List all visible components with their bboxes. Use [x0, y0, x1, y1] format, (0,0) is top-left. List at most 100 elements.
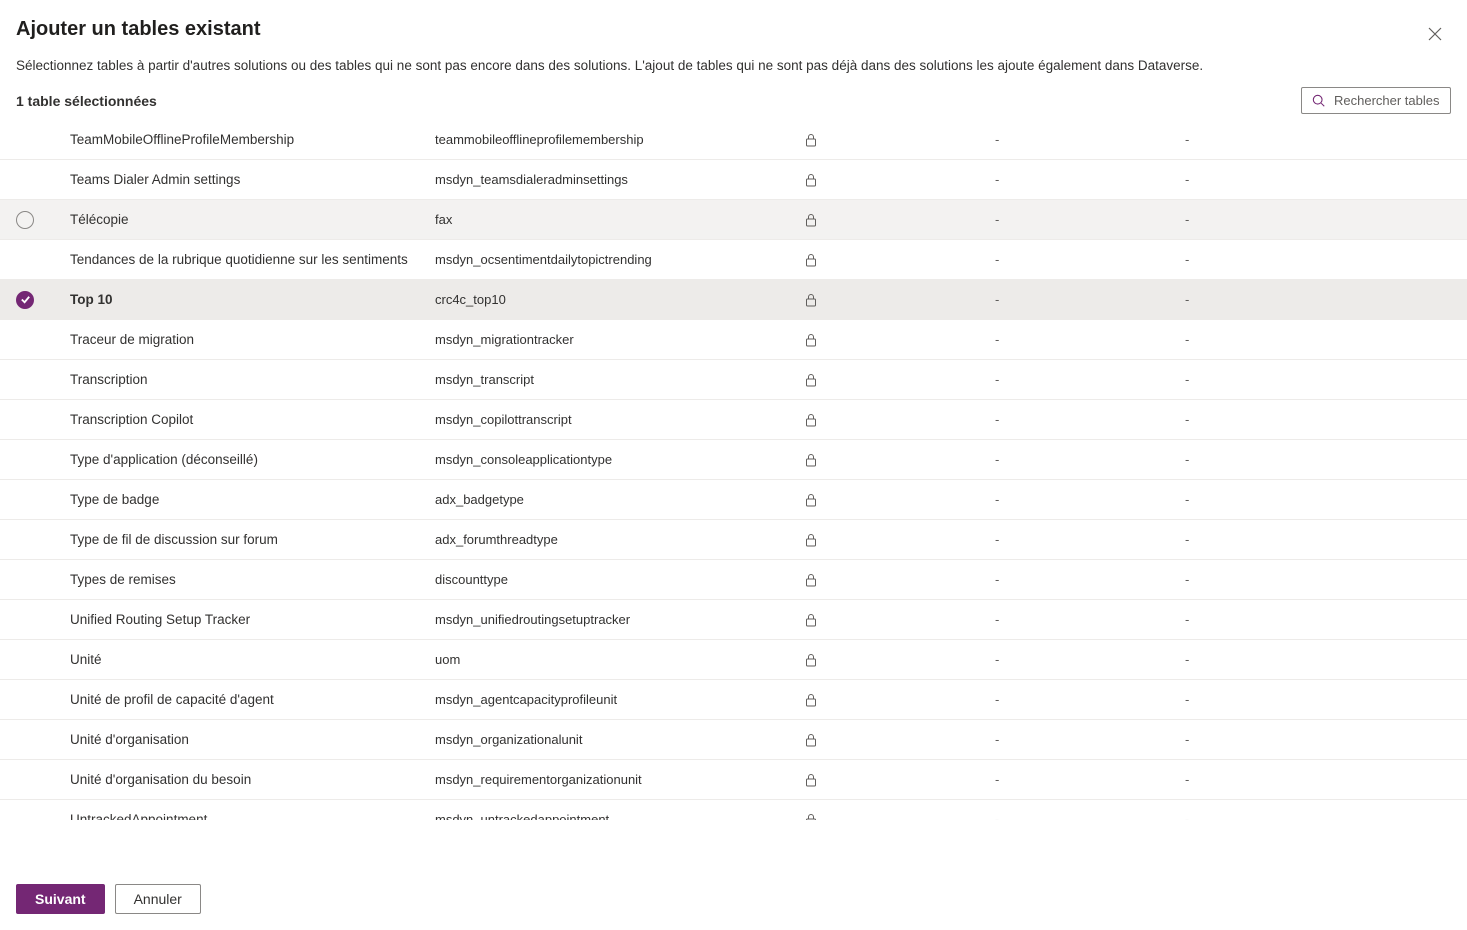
row-checkbox[interactable]: [16, 291, 70, 309]
row-col1: -: [995, 692, 1185, 707]
lock-icon: [805, 213, 995, 227]
row-name: Unité d'organisation du besoin: [70, 772, 435, 787]
row-schema: teammobileofflineprofilemembership: [435, 132, 805, 147]
table-row[interactable]: Unitéuom--: [0, 640, 1467, 680]
row-name: Transcription Copilot: [70, 412, 435, 427]
row-name: Type d'application (déconseillé): [70, 452, 435, 467]
row-col2: -: [1185, 652, 1467, 667]
lock-icon: [805, 533, 995, 547]
row-col1: -: [995, 532, 1185, 547]
row-schema: msdyn_teamsdialeradminsettings: [435, 172, 805, 187]
lock-icon: [805, 413, 995, 427]
row-col2: -: [1185, 612, 1467, 627]
row-name: Unité: [70, 652, 435, 667]
row-schema: msdyn_requirementorganizationunit: [435, 772, 805, 787]
row-name: Unité de profil de capacité d'agent: [70, 692, 435, 707]
table-row[interactable]: Type de fil de discussion sur forumadx_f…: [0, 520, 1467, 560]
search-input[interactable]: Rechercher tables: [1301, 87, 1451, 114]
table-list[interactable]: TeamMobileOfflineProfileMembershipteammo…: [0, 120, 1467, 820]
row-col1: -: [995, 772, 1185, 787]
table-row[interactable]: Tendances de la rubrique quotidienne sur…: [0, 240, 1467, 280]
row-col2: -: [1185, 812, 1467, 820]
lock-icon: [805, 613, 995, 627]
table-row[interactable]: Unité de profil de capacité d'agentmsdyn…: [0, 680, 1467, 720]
row-col1: -: [995, 172, 1185, 187]
row-col2: -: [1185, 692, 1467, 707]
next-button[interactable]: Suivant: [16, 884, 105, 914]
row-schema: msdyn_consoleapplicationtype: [435, 452, 805, 467]
lock-icon: [805, 733, 995, 747]
dialog-title: Ajouter un tables existant: [16, 18, 261, 41]
row-name: Type de fil de discussion sur forum: [70, 532, 435, 547]
check-icon: [16, 211, 34, 229]
row-col1: -: [995, 452, 1185, 467]
row-name: Teams Dialer Admin settings: [70, 172, 435, 187]
table-row[interactable]: Teams Dialer Admin settingsmsdyn_teamsdi…: [0, 160, 1467, 200]
table-row[interactable]: Transcriptionmsdyn_transcript--: [0, 360, 1467, 400]
row-col2: -: [1185, 292, 1467, 307]
row-schema: fax: [435, 212, 805, 227]
check-icon: [16, 291, 34, 309]
row-col1: -: [995, 492, 1185, 507]
row-col2: -: [1185, 492, 1467, 507]
table-row[interactable]: UntrackedAppointmentmsdyn_untrackedappoi…: [0, 800, 1467, 820]
row-schema: crc4c_top10: [435, 292, 805, 307]
row-schema: msdyn_agentcapacityprofileunit: [435, 692, 805, 707]
row-col1: -: [995, 732, 1185, 747]
table-row[interactable]: Unité d'organisationmsdyn_organizational…: [0, 720, 1467, 760]
table-row[interactable]: Télécopiefax--: [0, 200, 1467, 240]
row-name: UntrackedAppointment: [70, 812, 435, 820]
row-col2: -: [1185, 732, 1467, 747]
row-col2: -: [1185, 532, 1467, 547]
row-name: Télécopie: [70, 212, 435, 227]
table-row[interactable]: Transcription Copilotmsdyn_copilottransc…: [0, 400, 1467, 440]
table-row[interactable]: Type de badgeadx_badgetype--: [0, 480, 1467, 520]
row-schema: adx_forumthreadtype: [435, 532, 805, 547]
lock-icon: [805, 373, 995, 387]
row-col2: -: [1185, 252, 1467, 267]
lock-icon: [805, 573, 995, 587]
lock-icon: [805, 493, 995, 507]
table-row[interactable]: Unified Routing Setup Trackermsdyn_unifi…: [0, 600, 1467, 640]
search-icon: [1312, 94, 1326, 108]
row-col1: -: [995, 652, 1185, 667]
table-row[interactable]: Types de remisesdiscounttype--: [0, 560, 1467, 600]
dialog-footer: Suivant Annuler: [0, 867, 1467, 930]
table-row[interactable]: Type d'application (déconseillé)msdyn_co…: [0, 440, 1467, 480]
row-col1: -: [995, 332, 1185, 347]
lock-icon: [805, 333, 995, 347]
row-schema: msdyn_migrationtracker: [435, 332, 805, 347]
row-schema: msdyn_copilottranscript: [435, 412, 805, 427]
row-col1: -: [995, 812, 1185, 820]
row-name: TeamMobileOfflineProfileMembership: [70, 132, 435, 147]
row-col2: -: [1185, 212, 1467, 227]
row-name: Transcription: [70, 372, 435, 387]
row-col1: -: [995, 132, 1185, 147]
row-schema: discounttype: [435, 572, 805, 587]
row-col1: -: [995, 412, 1185, 427]
row-col2: -: [1185, 372, 1467, 387]
row-col2: -: [1185, 172, 1467, 187]
lock-icon: [805, 813, 995, 821]
row-col1: -: [995, 252, 1185, 267]
search-placeholder: Rechercher tables: [1334, 93, 1440, 108]
row-checkbox[interactable]: [16, 211, 70, 229]
selection-count: 1 table sélectionnées: [16, 93, 157, 109]
table-row[interactable]: Traceur de migrationmsdyn_migrationtrack…: [0, 320, 1467, 360]
row-name: Tendances de la rubrique quotidienne sur…: [70, 252, 435, 267]
row-col2: -: [1185, 452, 1467, 467]
row-schema: msdyn_ocsentimentdailytopictrending: [435, 252, 805, 267]
row-col2: -: [1185, 332, 1467, 347]
close-button[interactable]: [1419, 18, 1451, 50]
row-name: Type de badge: [70, 492, 435, 507]
row-schema: msdyn_transcript: [435, 372, 805, 387]
lock-icon: [805, 773, 995, 787]
lock-icon: [805, 133, 995, 147]
table-row[interactable]: Unité d'organisation du besoinmsdyn_requ…: [0, 760, 1467, 800]
row-name: Top 10: [70, 292, 435, 307]
row-schema: msdyn_organizationalunit: [435, 732, 805, 747]
row-col2: -: [1185, 412, 1467, 427]
table-row[interactable]: Top 10crc4c_top10--: [0, 280, 1467, 320]
cancel-button[interactable]: Annuler: [115, 884, 201, 914]
table-row[interactable]: TeamMobileOfflineProfileMembershipteammo…: [0, 120, 1467, 160]
